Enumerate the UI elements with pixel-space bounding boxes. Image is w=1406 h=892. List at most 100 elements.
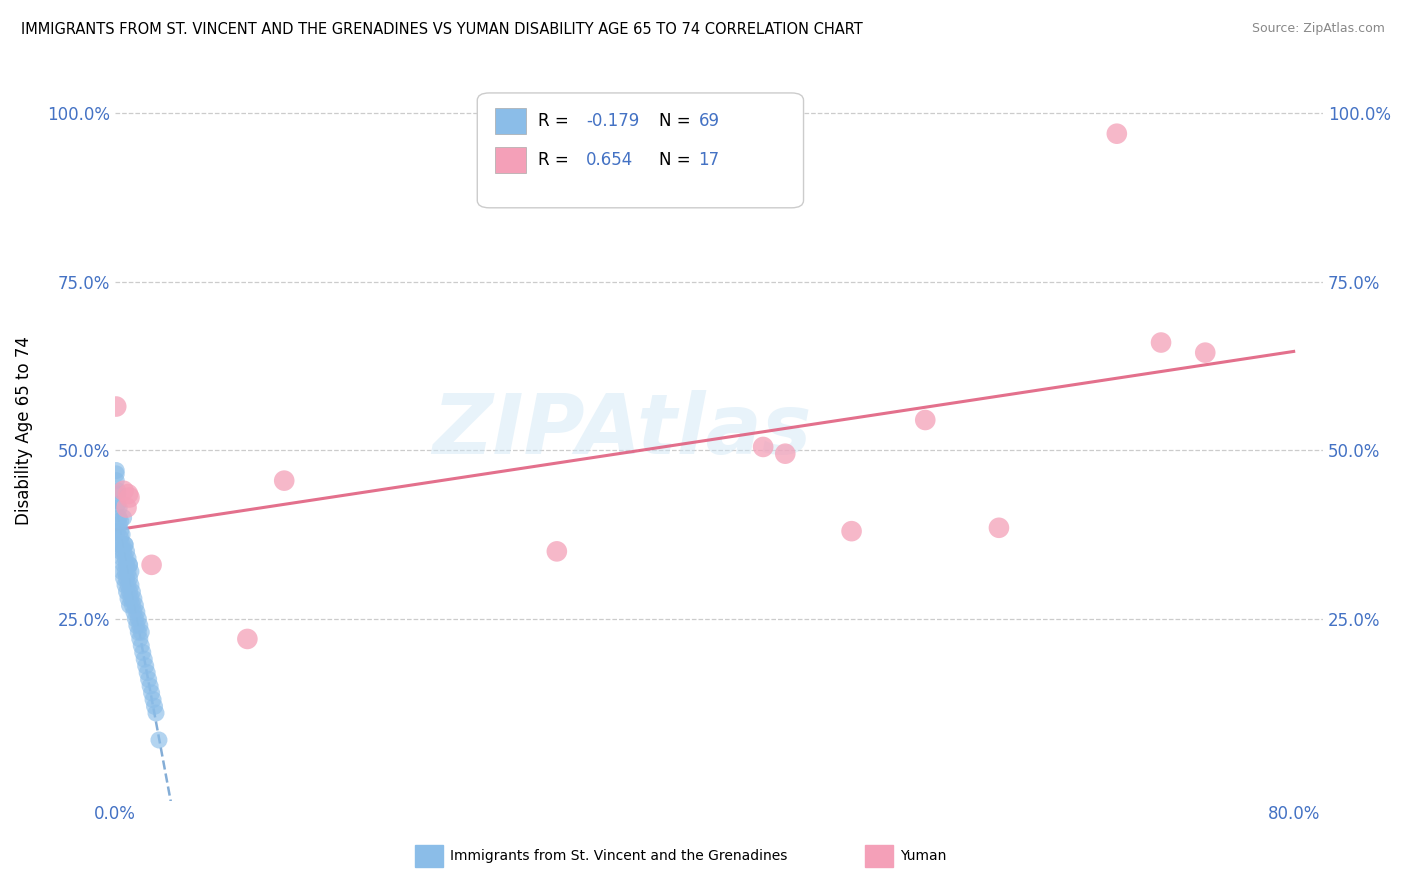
Point [110, 531, 132, 545]
Point [107, 524, 129, 538]
Point [111, 565, 134, 579]
Point [121, 599, 143, 613]
Point [112, 571, 135, 585]
Point [118, 558, 141, 572]
Point [1150, 335, 1173, 350]
Point [136, 665, 159, 680]
Point [546, 544, 568, 558]
Point [1194, 345, 1216, 359]
Point [841, 524, 863, 538]
Text: Yuman: Yuman [900, 849, 946, 863]
Point [110, 514, 132, 528]
Point [914, 413, 936, 427]
Point [752, 440, 775, 454]
Point [105, 400, 128, 414]
Point [129, 639, 152, 653]
Point [134, 652, 156, 666]
Text: ZIPAtlas: ZIPAtlas [433, 390, 811, 471]
Point [108, 538, 131, 552]
Point [114, 551, 136, 566]
FancyBboxPatch shape [495, 108, 526, 134]
Y-axis label: Disability Age 65 to 74: Disability Age 65 to 74 [15, 335, 32, 524]
Point [120, 591, 142, 606]
Text: IMMIGRANTS FROM ST. VINCENT AND THE GRENADINES VS YUMAN DISABILITY AGE 65 TO 74 : IMMIGRANTS FROM ST. VINCENT AND THE GREN… [21, 22, 863, 37]
Point [115, 571, 138, 585]
Point [117, 551, 139, 566]
Text: Source: ZipAtlas.com: Source: ZipAtlas.com [1251, 22, 1385, 36]
Point [110, 544, 132, 558]
Point [114, 578, 136, 592]
Point [112, 544, 135, 558]
Point [135, 659, 157, 673]
Point [117, 565, 139, 579]
Point [112, 510, 135, 524]
Point [125, 605, 148, 619]
Point [138, 673, 160, 687]
Text: 17: 17 [699, 151, 720, 169]
FancyBboxPatch shape [495, 147, 526, 173]
Point [115, 500, 138, 515]
Point [139, 679, 162, 693]
Point [273, 474, 295, 488]
Point [118, 584, 141, 599]
Point [141, 558, 163, 572]
Text: 0.654: 0.654 [586, 151, 633, 169]
Point [114, 538, 136, 552]
FancyBboxPatch shape [477, 93, 804, 208]
Point [121, 584, 143, 599]
Point [128, 618, 150, 632]
Point [236, 632, 259, 646]
Point [107, 483, 129, 498]
Point [118, 599, 141, 613]
Point [115, 584, 138, 599]
Text: R =: R = [537, 151, 574, 169]
Point [143, 699, 166, 714]
Text: -0.179: -0.179 [586, 112, 640, 130]
Text: 69: 69 [699, 112, 720, 130]
Point [105, 467, 128, 481]
Point [118, 491, 141, 505]
Point [122, 591, 145, 606]
Point [124, 612, 146, 626]
Text: Immigrants from St. Vincent and the Grenadines: Immigrants from St. Vincent and the Gren… [450, 849, 787, 863]
Text: N =: N = [658, 151, 696, 169]
Point [114, 538, 136, 552]
Point [120, 578, 142, 592]
Point [117, 578, 139, 592]
Point [105, 474, 128, 488]
Point [132, 645, 155, 659]
Point [120, 565, 142, 579]
Point [108, 510, 131, 524]
Point [112, 558, 135, 572]
Text: N =: N = [658, 112, 696, 130]
Point [987, 521, 1010, 535]
Point [127, 612, 149, 626]
Point [108, 517, 131, 532]
Point [129, 625, 152, 640]
Point [111, 538, 134, 552]
Point [105, 463, 128, 477]
Point [145, 706, 167, 720]
Point [110, 524, 132, 538]
Point [111, 527, 134, 541]
Point [114, 565, 136, 579]
Point [107, 497, 129, 511]
Point [141, 686, 163, 700]
Point [124, 599, 146, 613]
Point [125, 618, 148, 632]
Point [775, 447, 797, 461]
Point [111, 551, 134, 566]
Point [118, 571, 141, 585]
Point [1105, 127, 1128, 141]
Point [142, 692, 165, 706]
Point [128, 632, 150, 646]
Point [108, 500, 131, 515]
Point [122, 605, 145, 619]
Point [107, 487, 129, 501]
Point [115, 558, 138, 572]
Point [115, 544, 138, 558]
Point [148, 733, 170, 747]
Text: R =: R = [537, 112, 574, 130]
Point [117, 591, 139, 606]
Point [127, 625, 149, 640]
